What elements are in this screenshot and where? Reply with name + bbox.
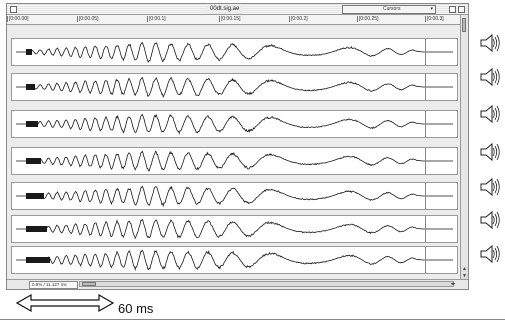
double-arrow-icon	[15, 293, 115, 313]
zoom-readout[interactable]: 0.8% / 11.127 ms	[29, 281, 78, 289]
playhead	[425, 247, 426, 273]
collapse-box-icon[interactable]	[458, 6, 465, 13]
waveform-trace	[16, 76, 453, 99]
speaker-icon[interactable]	[479, 141, 501, 163]
playhead	[425, 74, 426, 100]
close-box-icon[interactable]	[10, 6, 17, 13]
waveform-plot	[16, 41, 453, 63]
view-select-label: Cursors	[383, 6, 401, 12]
playhead	[425, 111, 426, 137]
waveform-track[interactable]	[11, 147, 458, 175]
waveform-plot	[16, 150, 453, 172]
waveform-track[interactable]	[11, 246, 458, 274]
speaker-icon[interactable]	[479, 66, 501, 88]
horizontal-scroll-thumb[interactable]	[82, 282, 96, 286]
waveform-track[interactable]	[11, 38, 458, 66]
playhead	[425, 183, 426, 209]
onset-burst	[26, 158, 41, 164]
speaker-icon[interactable]	[479, 32, 501, 54]
onset-burst	[26, 257, 50, 263]
waveform-track[interactable]	[11, 73, 458, 101]
time-ruler[interactable]: [0:00.00] [0:00.05] [0:00.1] [0:00.15] […	[6, 15, 460, 25]
time-scale-bar: 60 ms	[15, 292, 195, 318]
waveform-trace	[16, 249, 453, 272]
track-area[interactable]	[11, 27, 458, 274]
ruler-tick: [0:00.25]	[356, 16, 379, 22]
chevron-down-icon: ▾	[430, 6, 433, 12]
status-bar: 0.8% / 11.127 ms ◂▸	[7, 279, 468, 289]
ruler-tick: [0:00.3]	[425, 16, 444, 22]
window-title: 00dt.sig.ae	[207, 4, 243, 14]
waveform-track[interactable]	[11, 110, 458, 138]
waveform-track[interactable]	[11, 182, 458, 210]
waveform-track[interactable]	[11, 215, 458, 243]
scroll-up-icon[interactable]: ▲	[461, 266, 468, 272]
ruler-tick: [0:00.1]	[147, 16, 166, 22]
onset-burst	[26, 49, 32, 55]
zoom-box-icon[interactable]	[449, 6, 456, 13]
waveform-plot	[16, 76, 453, 99]
waveform-plot	[16, 218, 453, 240]
vertical-scrollbar[interactable]: ▲ ▼	[460, 15, 468, 279]
onset-burst	[26, 193, 44, 199]
vertical-scroll-thumb[interactable]	[462, 18, 466, 32]
waveform-trace	[16, 218, 453, 240]
waveform-trace	[16, 113, 453, 135]
waveform-plot	[16, 249, 453, 272]
onset-burst	[26, 84, 35, 90]
ruler-tick: [0:00.05]	[76, 16, 99, 22]
scroll-down-icon[interactable]: ▼	[461, 273, 468, 279]
ruler-tick: [0:00.00]	[6, 16, 29, 22]
scroll-left-right-icon[interactable]: ◂▸	[450, 281, 456, 287]
waveform-plot	[16, 185, 453, 208]
waveform-trace	[16, 185, 453, 208]
playhead	[425, 39, 426, 65]
speaker-icon[interactable]	[479, 176, 501, 198]
speaker-icon[interactable]	[479, 209, 501, 231]
waveform-plot	[16, 113, 453, 135]
view-select[interactable]: Cursors ▾	[342, 5, 436, 14]
waveform-editor-window: 00dt.sig.ae Cursors ▾ [0:00.00] [0:00.05…	[6, 3, 469, 290]
ruler-tick: [0:00.2]	[289, 16, 308, 22]
onset-burst	[26, 121, 38, 127]
waveform-trace	[16, 41, 453, 63]
onset-burst	[26, 226, 47, 232]
ruler-tick: [0:00.15]	[218, 16, 241, 22]
horizontal-scrollbar[interactable]	[79, 281, 454, 287]
time-scale-label: 60 ms	[118, 301, 154, 316]
speaker-icon[interactable]	[479, 243, 501, 265]
title-bar[interactable]: 00dt.sig.ae Cursors ▾	[7, 4, 468, 15]
playhead	[425, 216, 426, 242]
waveform-trace	[16, 150, 453, 172]
playhead	[425, 148, 426, 174]
divider	[0, 319, 505, 320]
speaker-icon[interactable]	[479, 103, 501, 125]
